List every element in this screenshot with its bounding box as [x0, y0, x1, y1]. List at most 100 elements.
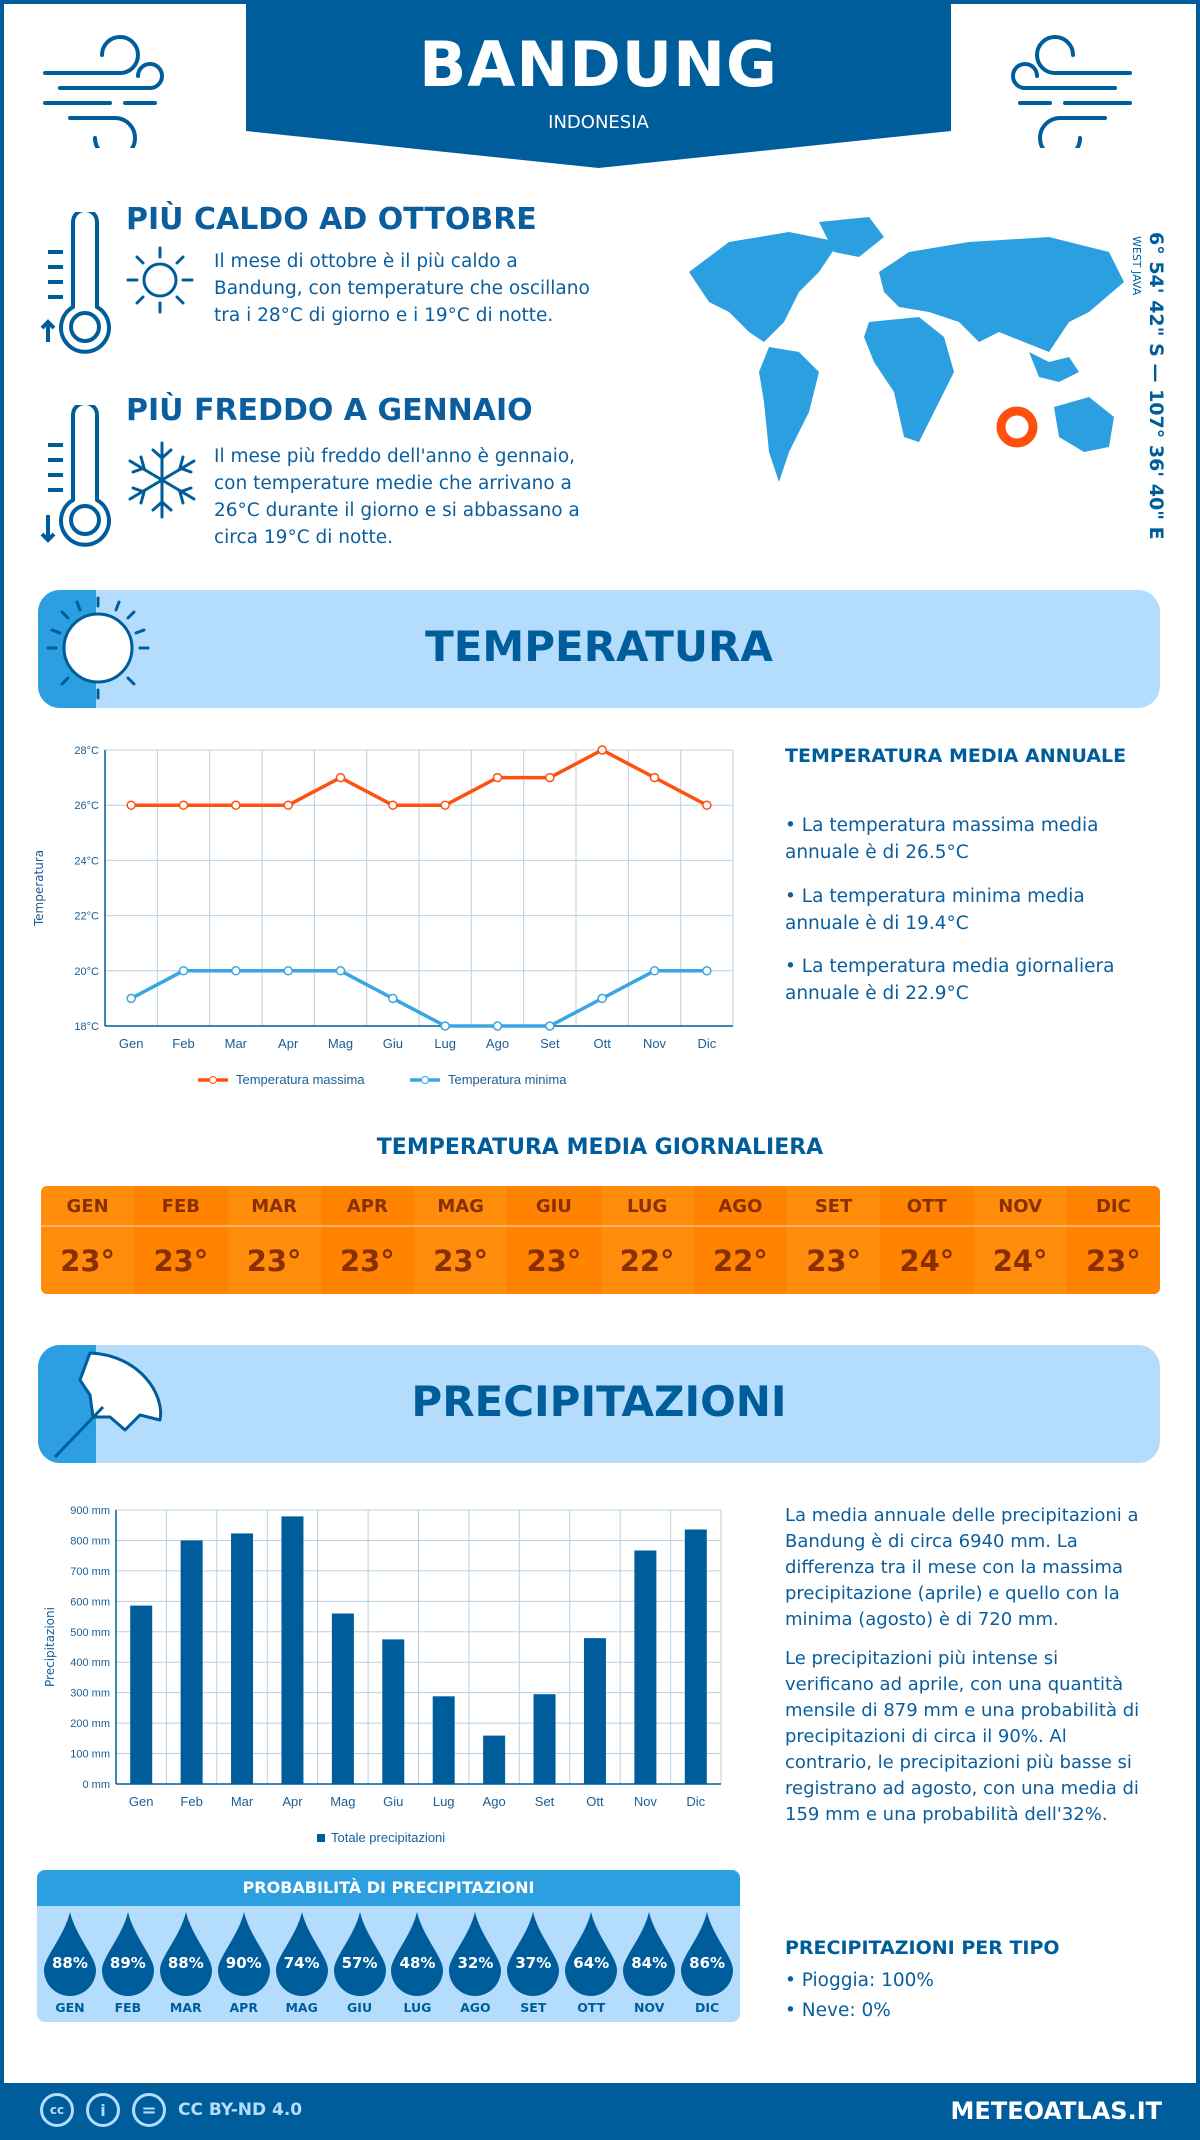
data-point — [388, 993, 398, 1004]
x-tick-label: Lug — [433, 1794, 455, 1809]
bar — [432, 1696, 455, 1784]
daily-temp-value: 23° — [60, 1243, 116, 1278]
thermometer-cold-icon — [40, 405, 111, 547]
y-tick-label: 400 mm — [70, 1657, 110, 1669]
daily-temp-value: 22° — [712, 1243, 768, 1278]
snowflake-icon — [128, 441, 196, 519]
site-link[interactable]: METEOATLAS.IT — [950, 2097, 1162, 2125]
data-point — [702, 966, 712, 976]
temp-bullet: • La temperatura minima media annuale è … — [785, 886, 1085, 934]
precip-paragraph: Le precipitazioni più intense si verific… — [785, 1648, 1140, 1825]
x-tick-label: Giu — [383, 1036, 403, 1051]
probability-value: 84% — [631, 1954, 668, 1972]
daily-column: NOV 24° — [973, 1186, 1067, 1294]
month-label: MAG — [414, 1186, 508, 1227]
daily-temp-value: 24° — [899, 1243, 955, 1278]
no-derivatives-icon: = — [132, 2093, 166, 2127]
daily-temp-value: 24° — [992, 1243, 1048, 1278]
coordinates: 6° 54' 42" S — 107° 36' 40" E — [1145, 232, 1167, 540]
raindrop-icon — [449, 1912, 502, 1996]
probability-value: 89% — [109, 1954, 146, 1972]
precipitation-title: PRECIPITAZIONI — [411, 1377, 787, 1426]
daily-column: SET 23° — [787, 1186, 881, 1294]
bar — [331, 1613, 354, 1784]
raindrop-icon — [217, 1912, 270, 1996]
daily-title: TEMPERATURA MEDIA GIORNALIERA — [376, 1135, 824, 1160]
daily-column: GEN 23° — [41, 1186, 135, 1294]
month-label: SET — [520, 2000, 547, 2015]
license-icons: cc i = CC BY-ND 4.0 — [40, 2093, 302, 2127]
footer — [0, 2083, 1200, 2140]
month-label: LUG — [403, 2000, 432, 2015]
precipitation-banner — [38, 1345, 1160, 1463]
data-point — [178, 800, 189, 810]
month-label: AGO — [693, 1186, 787, 1227]
raindrop-icon — [333, 1912, 386, 1996]
raindrop-icon — [681, 1912, 734, 1996]
daily-column: DIC 23° — [1066, 1186, 1160, 1294]
probability-drop: 88% MAR — [157, 1912, 215, 2020]
y-tick-label: 900 mm — [70, 1505, 110, 1517]
raindrop-icon — [623, 1912, 676, 1996]
x-tick-label: Apr — [282, 1794, 303, 1809]
month-label: OTT — [880, 1186, 974, 1227]
y-tick-label: 500 mm — [70, 1627, 110, 1639]
x-tick-label: Set — [540, 1036, 560, 1051]
probability-drop: 90% APR — [215, 1912, 273, 2020]
month-label: APR — [229, 2000, 258, 2015]
daily-column: OTT 24° — [880, 1186, 974, 1294]
raindrop-icon — [565, 1912, 618, 1996]
probability-drop: 32% AGO — [446, 1912, 504, 2020]
cc-icon: cc — [40, 2093, 74, 2127]
license-label: CC BY-ND 4.0 — [178, 2100, 303, 2120]
precipitation-probability-box: PROBABILITÀ DI PRECIPITAZIONI 88% GEN 89% F… — [37, 1870, 740, 2022]
probability-value: 32% — [457, 1954, 494, 1972]
bar — [231, 1533, 254, 1784]
y-tick-label: 300 mm — [70, 1688, 110, 1700]
bar — [382, 1639, 405, 1784]
probability-value: 86% — [689, 1954, 726, 1972]
x-tick-label: Ott — [593, 1036, 611, 1051]
probability-drop: 74% MAG — [273, 1912, 331, 2020]
bar — [583, 1638, 606, 1784]
bar — [483, 1735, 506, 1784]
month-label: OTT — [577, 2000, 606, 2015]
probability-value: 90% — [225, 1954, 262, 1972]
probability-value: 88% — [52, 1954, 88, 1972]
legend-label: Totale precipitazioni — [331, 1830, 445, 1845]
legend-marker — [421, 1076, 429, 1084]
bar — [634, 1550, 657, 1784]
month-label: NOV — [973, 1186, 1067, 1227]
umbrella-icon — [53, 1351, 163, 1459]
x-tick-label: Ott — [586, 1794, 604, 1809]
probability-value: 57% — [341, 1954, 378, 1972]
x-tick-label: Gen — [119, 1036, 144, 1051]
month-label: APR — [320, 1186, 414, 1227]
daily-temp-value: 23° — [1085, 1243, 1141, 1278]
data-point — [440, 1021, 450, 1031]
data-point — [649, 772, 660, 783]
x-tick-label: Feb — [180, 1794, 202, 1809]
y-tick-label: 800 mm — [70, 1535, 110, 1547]
hottest-text: Il mese di ottobre è il più caldo a Band… — [214, 251, 590, 326]
temp-bullet: • La temperatura media giornaliera annua… — [785, 956, 1115, 1004]
y-tick-label: 200 mm — [70, 1718, 110, 1730]
temp-bullet: • La temperatura massima media annuale è… — [785, 815, 1099, 863]
daily-temp-value: 23° — [246, 1243, 302, 1278]
legend-swatch — [317, 1834, 325, 1842]
x-tick-label: Mar — [225, 1036, 248, 1051]
wind-icon — [43, 35, 164, 148]
precip-type-rain: • Pioggia: 100% — [785, 1970, 934, 1991]
chart-grid — [105, 749, 734, 1027]
x-tick-label: Nov — [643, 1036, 667, 1051]
bar — [684, 1529, 707, 1784]
daily-column: AGO 22° — [693, 1186, 787, 1294]
precip-paragraph: La media annuale delle precipitazioni a … — [785, 1505, 1139, 1630]
y-tick-label: 600 mm — [70, 1596, 110, 1608]
probability-drop: 84% NOV — [620, 1912, 678, 2020]
wind-icon — [1011, 35, 1132, 148]
x-tick-label: Nov — [634, 1794, 658, 1809]
series-line — [131, 748, 708, 807]
month-label: GIU — [507, 1186, 601, 1227]
hottest-title: PIÙ CALDO AD OTTOBRE — [126, 202, 537, 237]
